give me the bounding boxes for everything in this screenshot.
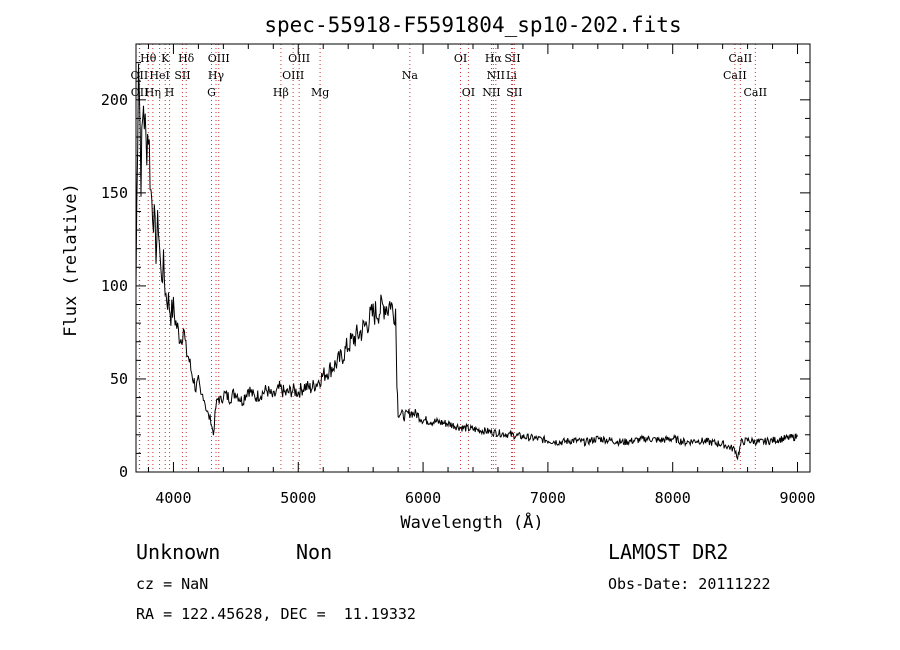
spectral-line-label: Li [506,69,517,82]
redshift-cz: cz = NaN [136,575,209,593]
chart-title: spec-55918-F5591804_sp10-202.fits [264,13,681,37]
object-subclass: Non [296,540,333,564]
y-tick-label: 0 [119,463,128,481]
spectral-line-label: Mg [311,86,329,99]
spectral-line-label: G [207,86,216,99]
spectral-line-label: SII [174,69,190,82]
spectral-line-label: Hγ [208,69,225,82]
spectral-line-label: CaII [723,69,747,82]
spectral-line-label: OIII [282,69,304,82]
spectral-line-label: OIII [288,52,310,65]
x-tick-label: 9000 [779,489,815,507]
spectral-line-label: OI [462,86,475,99]
spectral-line-label: CaII [743,86,767,99]
spectral-line-label: OIII [208,52,230,65]
spectral-line-label: Hη [145,86,161,99]
spectral-line-label: K [161,52,170,65]
spectral-line-label: NII [482,86,500,99]
x-axis-label: Wavelength (Å) [400,511,543,533]
spectral-line-label: Na [402,69,419,82]
spectral-line-label: SII [504,52,520,65]
spectral-line-label: SII [506,86,522,99]
spectral-line-label: OI [454,52,467,65]
coordinates: RA = 122.45628, DEC = 11.19332 [136,605,416,623]
spectral-line-label: Hθ [140,52,157,65]
y-tick-label: 200 [101,91,128,109]
object-class: Unknown [136,540,221,564]
spectral-line-label: Hβ [273,86,289,99]
survey-name: LAMOST DR2 [608,540,729,564]
x-tick-label: 6000 [405,489,441,507]
y-tick-label: 150 [101,184,128,202]
x-tick-label: 4000 [155,489,191,507]
x-axis: 4000 5000 6000 7000 8000 9000 [147,44,816,507]
spectrum-series-line [135,63,798,461]
y-axis: 0 50 100 150 200 [101,43,810,481]
x-tick-label: 7000 [530,489,566,507]
spectral-line-label: OII [131,69,149,82]
spectral-line-label: NII [487,69,505,82]
x-tick-label: 5000 [280,489,316,507]
y-tick-label: 100 [101,277,128,295]
x-tick-label: 8000 [655,489,691,507]
spectral-line-label: CaII [729,52,753,65]
spectral-line-label: HeI [149,69,169,82]
spectral-line-label: H [165,86,175,99]
spectral-line-label: Hα [485,52,503,65]
y-axis-label: Flux (relative) [61,183,81,337]
y-tick-label: 50 [110,370,128,388]
observation-date: Obs-Date: 20111222 [608,575,771,593]
plot-frame [135,43,811,473]
spectral-line-label: Hδ [178,52,195,65]
